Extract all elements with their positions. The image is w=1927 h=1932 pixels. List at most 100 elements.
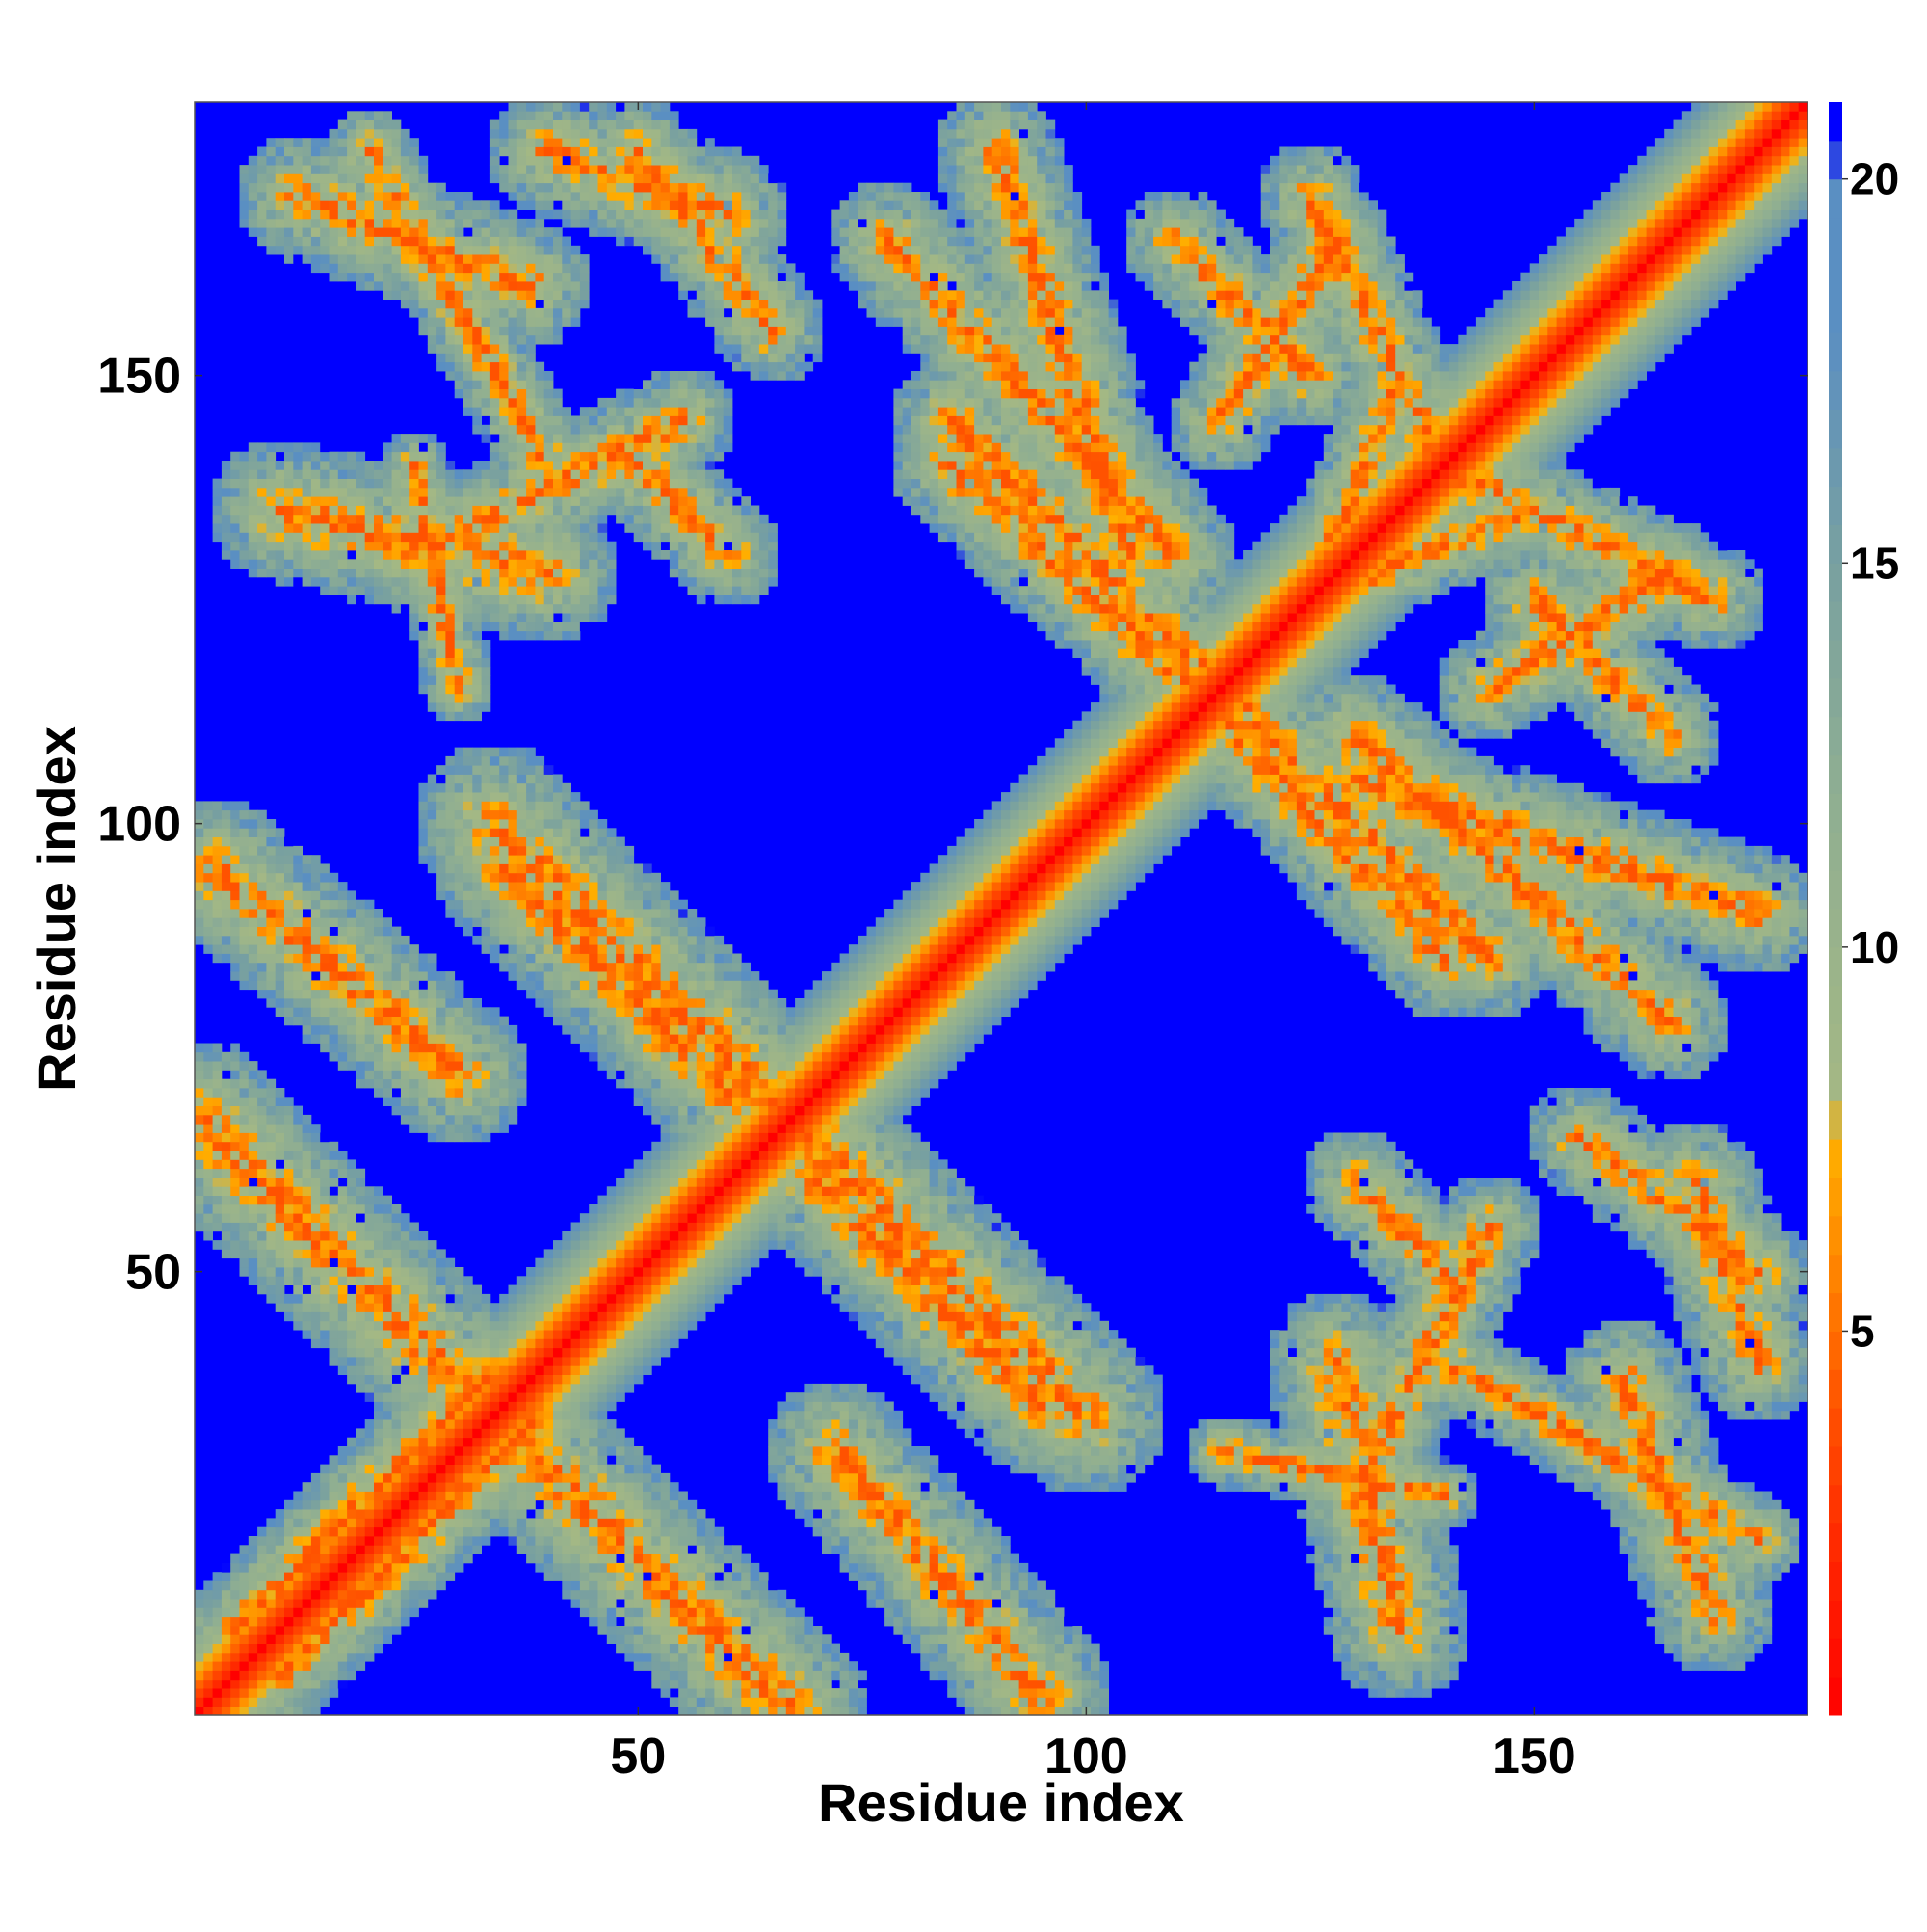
heatmap-cell xyxy=(543,1526,554,1537)
heatmap-cell xyxy=(284,855,294,864)
heatmap-cell xyxy=(356,1043,366,1053)
heatmap-cell xyxy=(472,755,482,766)
heatmap-cell xyxy=(400,1437,410,1447)
heatmap-cell xyxy=(481,935,491,945)
heatmap-cell xyxy=(203,809,213,820)
heatmap-cell xyxy=(329,1293,339,1304)
heatmap-cell xyxy=(553,1284,563,1295)
heatmap-cell xyxy=(570,559,581,569)
heatmap-cell xyxy=(302,1276,312,1285)
heatmap-cell xyxy=(454,541,464,551)
heatmap-cell xyxy=(275,461,285,470)
heatmap-cell xyxy=(543,209,554,220)
heatmap-cell xyxy=(347,926,356,937)
heatmap-cell xyxy=(499,380,509,389)
heatmap-cell xyxy=(374,1257,383,1268)
heatmap-cell xyxy=(356,532,366,543)
heatmap-cell xyxy=(409,442,419,453)
heatmap-cell xyxy=(266,1697,277,1707)
heatmap-cell xyxy=(320,165,330,174)
heatmap-cell xyxy=(543,182,554,193)
heatmap-cell xyxy=(212,1114,223,1125)
heatmap-cell xyxy=(248,496,258,506)
heatmap-cell xyxy=(409,192,419,201)
heatmap-cell xyxy=(553,541,563,551)
heatmap-cell xyxy=(606,192,617,201)
heatmap-cell xyxy=(320,559,330,569)
heatmap-cell xyxy=(266,1249,277,1259)
heatmap-cell xyxy=(248,1124,258,1133)
heatmap-cell xyxy=(302,1491,312,1501)
heatmap-cell xyxy=(337,1499,348,1510)
heatmap-cell xyxy=(526,989,536,999)
heatmap-cell xyxy=(418,1437,429,1447)
heatmap-cell xyxy=(266,909,277,918)
heatmap-cell xyxy=(347,568,356,578)
heatmap-cell xyxy=(221,1159,231,1170)
heatmap-cell xyxy=(472,630,482,641)
heatmap-cell xyxy=(356,550,366,560)
heatmap-cell xyxy=(436,1267,446,1277)
heatmap-cell xyxy=(516,962,527,972)
heatmap-cell xyxy=(409,1007,419,1017)
heatmap-cell xyxy=(436,1016,446,1026)
heatmap-cell xyxy=(481,1078,491,1089)
heatmap-cell xyxy=(489,747,500,757)
heatmap-cell xyxy=(400,1267,410,1277)
heatmap-cell xyxy=(535,550,545,560)
heatmap-cell xyxy=(562,1267,571,1277)
heatmap-cell xyxy=(203,1043,213,1053)
heatmap-cell xyxy=(508,595,518,605)
heatmap-cell xyxy=(454,576,464,587)
heatmap-cell xyxy=(337,532,348,543)
heatmap-cell xyxy=(445,1392,456,1402)
heatmap-cell xyxy=(543,281,554,291)
heatmap-cell xyxy=(266,882,277,891)
heatmap-cell xyxy=(472,1043,482,1053)
heatmap-cell xyxy=(489,586,500,595)
heatmap-cell xyxy=(374,1374,383,1385)
heatmap-cell xyxy=(221,845,231,856)
heatmap-cell xyxy=(516,218,527,228)
heatmap-cell xyxy=(535,863,545,874)
heatmap-cell xyxy=(606,998,617,1008)
heatmap-cell xyxy=(579,863,590,874)
heatmap-cell xyxy=(257,1204,267,1214)
heatmap-cell xyxy=(606,1446,617,1456)
heatmap-cell xyxy=(347,944,356,954)
heatmap-cell xyxy=(589,1553,598,1564)
heatmap-cell xyxy=(329,218,339,228)
heatmap-cell xyxy=(579,1419,590,1429)
heatmap-cell xyxy=(293,1249,303,1259)
heatmap-cell xyxy=(454,218,464,228)
heatmap-cell xyxy=(275,1553,285,1564)
heatmap-cell xyxy=(203,1159,213,1170)
heatmap-cell xyxy=(562,872,571,883)
heatmap-cell xyxy=(391,227,402,237)
heatmap-cell xyxy=(579,1446,590,1456)
heatmap-cell xyxy=(409,1231,419,1241)
heatmap-cell xyxy=(310,1572,321,1581)
heatmap-cell xyxy=(606,550,617,560)
heatmap-cell xyxy=(230,1589,240,1600)
heatmap-cell xyxy=(535,1410,545,1420)
heatmap-cell xyxy=(472,254,482,264)
heatmap-cell xyxy=(310,1124,321,1133)
heatmap-cell xyxy=(374,1455,383,1465)
heatmap-cell xyxy=(606,1311,617,1322)
heatmap-cell xyxy=(562,1293,571,1304)
heatmap-cell xyxy=(391,1303,402,1312)
heatmap-cell xyxy=(418,559,429,569)
heatmap-cell xyxy=(481,684,491,695)
heatmap-cell xyxy=(579,461,590,470)
heatmap-cell xyxy=(364,935,375,945)
heatmap-cell xyxy=(526,622,536,632)
heatmap-cell xyxy=(409,227,419,237)
heatmap-cell xyxy=(293,442,303,453)
heatmap-cell xyxy=(562,1401,571,1412)
heatmap-cell xyxy=(310,1293,321,1304)
heatmap-cell xyxy=(400,1599,410,1608)
heatmap-cell xyxy=(239,962,250,972)
heatmap-cell xyxy=(221,1222,231,1232)
heatmap-cell xyxy=(589,568,598,578)
